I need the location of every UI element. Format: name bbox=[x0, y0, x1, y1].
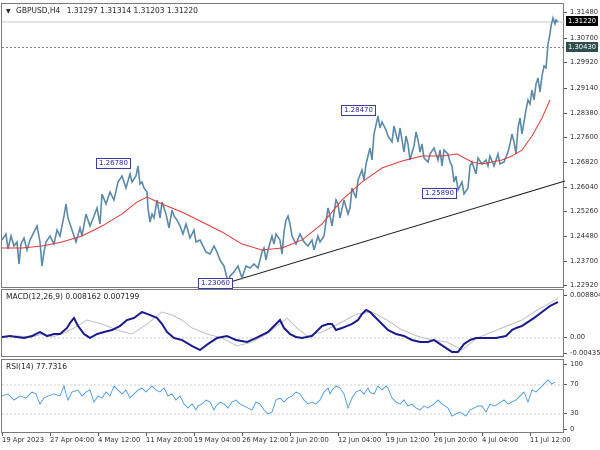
time-tick: 19 May 04:00 bbox=[194, 433, 241, 444]
rsi-line bbox=[2, 379, 556, 417]
time-tick: 19 Jun 12:00 bbox=[386, 433, 430, 444]
time-tick: 2 Jun 20:00 bbox=[290, 433, 329, 444]
price-tick: 1.26040 bbox=[563, 183, 598, 191]
dashed-level-tag: 1.30430 bbox=[566, 42, 599, 52]
macd-tick: 0.008804 bbox=[563, 291, 600, 299]
triangle-down-icon[interactable]: ▼ bbox=[6, 8, 11, 15]
ohlc-values: 1.31297 1.31314 1.31203 1.31220 bbox=[66, 6, 198, 15]
rsi-tick: 30 bbox=[564, 409, 579, 417]
price-tick: 1.23700 bbox=[563, 257, 598, 265]
macd-signal-line bbox=[2, 297, 559, 351]
rsi-panel[interactable]: RSI(14) 77.7316 bbox=[1, 359, 565, 433]
macd-main-line bbox=[2, 301, 559, 353]
price-tick: 1.29920 bbox=[563, 58, 598, 66]
time-tick: 4 Jul 04:00 bbox=[482, 433, 519, 444]
price-bars bbox=[2, 15, 559, 285]
price-tick: 1.27600 bbox=[563, 133, 598, 141]
macd-panel[interactable]: MACD(12,26,9) 0.008162 0.007199 bbox=[1, 289, 565, 357]
macd-axis: 0.008804 0.00 -0.004354 bbox=[563, 289, 600, 357]
time-tick: 27 Apr 04:00 bbox=[50, 433, 95, 444]
price-chart-panel[interactable]: ▼ GBPUSD,H4 1.31297 1.31314 1.31203 1.31… bbox=[1, 3, 565, 289]
price-tick: 1.31480 bbox=[563, 8, 598, 16]
time-tick: 4 May 12:00 bbox=[98, 433, 141, 444]
trendline bbox=[216, 180, 565, 287]
price-tick: 1.28380 bbox=[563, 109, 598, 117]
price-tick: 1.22920 bbox=[563, 281, 598, 289]
price-tick: 1.30700 bbox=[563, 34, 598, 42]
annotation-swing-high-1[interactable]: 1.26780 bbox=[96, 158, 131, 169]
annotation-swing-low-1[interactable]: 1.23060 bbox=[198, 278, 233, 289]
rsi-tick: 0 bbox=[563, 425, 574, 433]
annotation-swing-high-2[interactable]: 1.28470 bbox=[341, 105, 376, 116]
macd-plot bbox=[2, 297, 565, 353]
time-tick: 26 May 12:00 bbox=[242, 433, 289, 444]
macd-tick: -0.004354 bbox=[564, 349, 600, 357]
rsi-axis: 100 70 30 0 bbox=[563, 359, 600, 433]
symbol-label: GBPUSD,H4 bbox=[16, 6, 61, 15]
rsi-tick: 70 bbox=[564, 380, 579, 388]
macd-tick: 0.00 bbox=[563, 333, 585, 341]
time-tick: 12 Jun 04:00 bbox=[338, 433, 382, 444]
time-axis: 19 Apr 2023 27 Apr 04:00 4 May 12:00 11 … bbox=[0, 433, 600, 450]
moving-average-line bbox=[2, 99, 551, 251]
macd-label: MACD(12,26,9) 0.008162 0.007199 bbox=[6, 292, 140, 301]
current-price-tag: 1.31220 bbox=[566, 16, 599, 26]
price-tick: 1.24480 bbox=[563, 232, 598, 240]
price-plot bbox=[2, 15, 565, 287]
price-tick: 1.26820 bbox=[563, 158, 598, 166]
price-tick: 1.29140 bbox=[563, 84, 598, 92]
rsi-label: RSI(14) 77.7316 bbox=[6, 362, 67, 371]
price-tick: 1.25260 bbox=[563, 207, 598, 215]
annotation-swing-low-2[interactable]: 1.25890 bbox=[422, 188, 457, 199]
price-axis: 1.31480 1.30700 1.29920 1.29140 1.28380 … bbox=[563, 0, 600, 289]
time-tick: 19 Apr 2023 bbox=[2, 433, 45, 444]
time-tick: 26 Jun 20:00 bbox=[434, 433, 478, 444]
time-tick: 11 Jul 12:00 bbox=[530, 433, 571, 444]
time-tick: 11 May 20:00 bbox=[146, 433, 193, 444]
rsi-tick: 100 bbox=[564, 360, 583, 368]
chart-title: ▼ GBPUSD,H4 1.31297 1.31314 1.31203 1.31… bbox=[6, 6, 198, 15]
rsi-plot bbox=[2, 379, 565, 417]
